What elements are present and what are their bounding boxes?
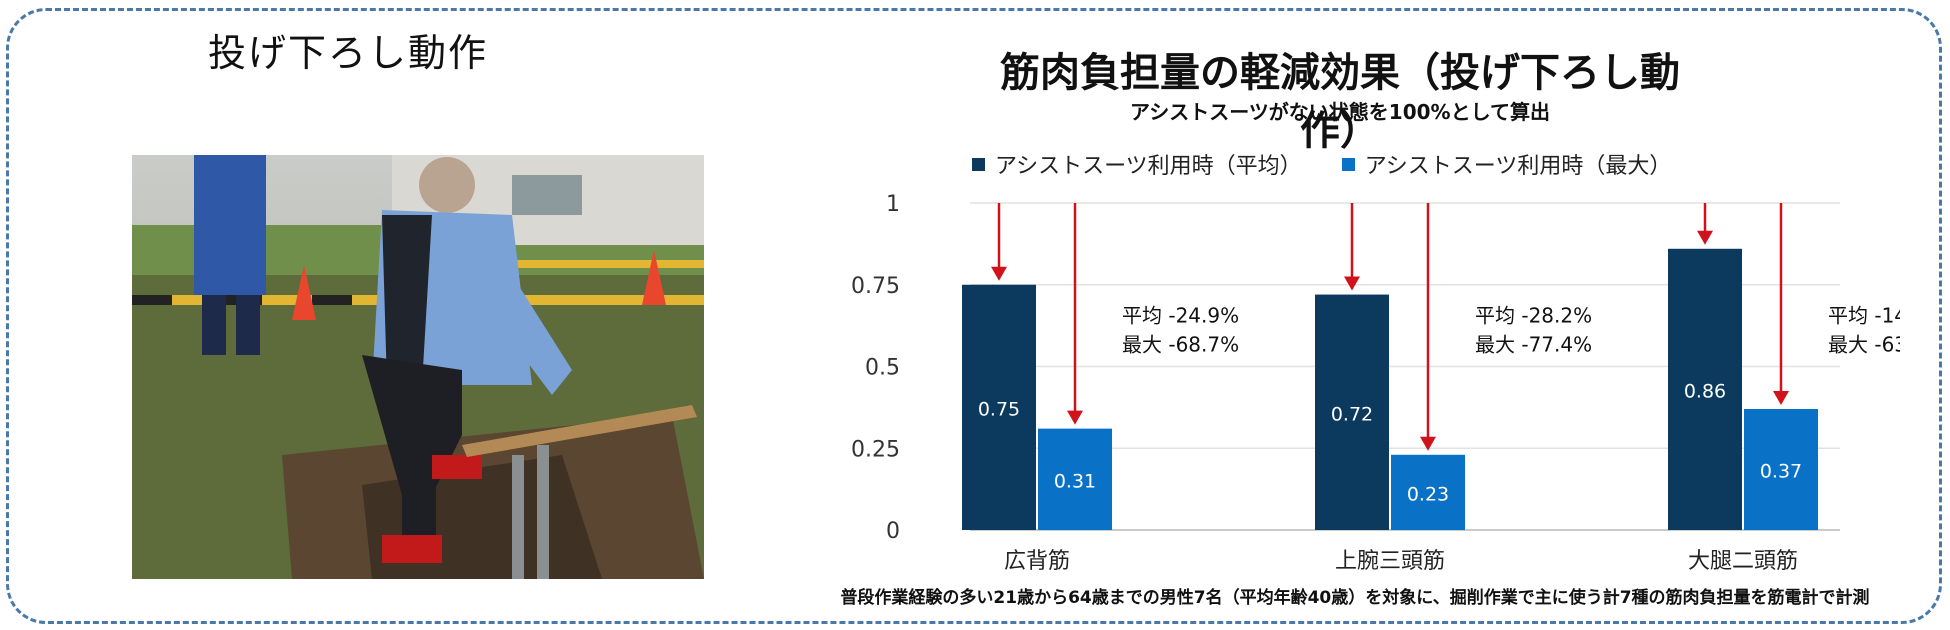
chart-legend: アシストスーツ利用時（平均） アシストスーツ利用時（最大） — [972, 148, 1671, 180]
y-tick-label: 0.75 — [851, 274, 900, 299]
y-tick-label: 0.5 — [865, 356, 900, 381]
arrow-head — [991, 266, 1007, 281]
annotation-avg: 平均 -24.9% — [1122, 303, 1239, 327]
y-tick-label: 0.25 — [851, 437, 900, 462]
arrow-head — [1773, 391, 1789, 406]
bar-value-label: 0.23 — [1407, 483, 1449, 505]
legend-item-max: アシストスーツ利用時（最大） — [1341, 148, 1672, 180]
annotation-max: 最大 -68.7% — [1122, 332, 1239, 356]
bar — [1668, 248, 1742, 530]
arrow-head — [1344, 276, 1360, 291]
arrow-head — [1697, 230, 1713, 245]
y-tick-label: 0 — [886, 519, 900, 544]
bar-value-label: 0.75 — [978, 398, 1020, 420]
bar — [1744, 409, 1818, 530]
y-tick-label: 1 — [886, 192, 900, 217]
category-label: 上腕三頭筋 — [1335, 549, 1445, 574]
legend-label-avg: アシストスーツ利用時（平均） — [995, 154, 1302, 179]
category-label: 大腿二頭筋 — [1688, 549, 1798, 574]
annotation-max: 最大 -77.4% — [1475, 332, 1592, 356]
arrow-head — [1067, 410, 1083, 425]
legend-swatch-max — [1341, 157, 1355, 171]
legend-item-avg: アシストスーツ利用時（平均） — [972, 148, 1302, 180]
bar — [962, 284, 1036, 530]
footnote: 普段作業経験の多い21歳から64歳までの男性7名（平均年齢40歳）を対象に、掘削… — [840, 588, 1870, 608]
annotation-max: 最大 -63.1% — [1828, 332, 1900, 356]
bar — [1038, 428, 1112, 530]
annotation-avg: 平均 -28.2% — [1475, 303, 1592, 327]
bar-value-label: 0.72 — [1331, 403, 1373, 425]
legend-label-max: アシストスーツ利用時（最大） — [1364, 154, 1672, 179]
annotation-avg: 平均 -14.1% — [1828, 303, 1900, 327]
chart-title: 筋肉負担量の軽減効果（投げ下ろし動作） — [1000, 50, 1680, 154]
chart-subtitle: アシストスーツがない状態を100%として算出 — [1130, 100, 1550, 124]
bar-value-label: 0.31 — [1054, 470, 1096, 492]
worker-photo-icon — [132, 155, 704, 579]
category-label: 広背筋 — [1004, 549, 1070, 574]
bar — [1315, 294, 1389, 530]
bar — [1391, 454, 1465, 530]
worker-photo — [132, 155, 704, 579]
bar-value-label: 0.37 — [1760, 461, 1802, 483]
arrow-head — [1420, 436, 1436, 451]
dashed-frame — [6, 8, 1942, 624]
left-title: 投げ下ろし動作 — [208, 31, 489, 75]
legend-swatch-avg — [972, 157, 985, 171]
bar-chart: 0 0.25 0.5 0.75 1 0.75 0.31 広背筋 平均 -24.9% 最大 -68.… — [851, 192, 1900, 574]
bar-value-label: 0.86 — [1684, 380, 1726, 402]
